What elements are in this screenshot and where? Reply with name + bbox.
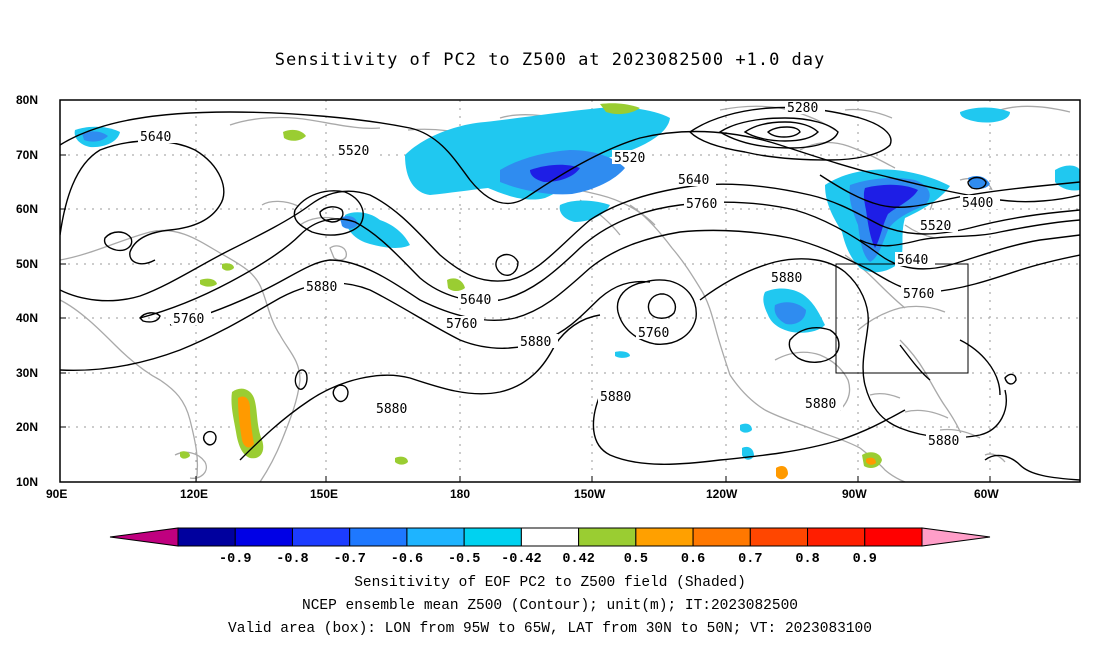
colorbar-label: 0.6 [681,552,705,567]
lon-labels: 90E 120E 150E 180 150W 120W 90W 60W [46,487,999,500]
contour-label: 5760 [173,312,204,327]
colorbar-label: 0.8 [795,552,819,567]
contour-label: 5880 [805,397,836,412]
shade-neg-west-coast [740,423,752,433]
shade-pos-okhotsk [283,129,306,141]
shade-pos-sea2 [222,263,234,271]
colorbar-labels: -0.9 -0.8 -0.7 -0.6 -0.5 -0.42 0.42 0.5 0.6 0.7 0.… [219,552,877,567]
lat-label: 10N [16,475,38,489]
contour-label: 5640 [678,173,709,188]
contour-label: 5520 [920,219,951,234]
colorbar-segment [463,527,522,547]
colorbar-segment [635,527,694,547]
shade-neg-north-pacific [405,107,670,200]
lon-label: 90E [46,487,67,500]
shade-pos-caribbean-core [866,457,876,465]
contour-label: 5760 [903,287,934,302]
colorbar-label: 0.9 [853,552,877,567]
contour-label: 5880 [306,280,337,295]
shade-neg-pacific-dot [615,351,630,358]
plot-title: Sensitivity of PC2 to Z500 at 2023082500… [274,50,826,70]
colorbar-segment [177,527,236,547]
contour-label: 5640 [140,130,171,145]
colorbar-label: 0.7 [738,552,762,567]
contour-label: 5880 [376,402,407,417]
colorbar-segments [109,527,991,547]
colorbar-segment [234,527,293,547]
shade-neg-west-atlantic-core [774,302,806,325]
contour-label: 5880 [771,271,802,286]
lon-label: 120W [706,487,738,500]
caption-line-1: Sensitivity of EOF PC2 to Z500 field (Sh… [354,575,746,591]
lat-label: 60N [16,202,38,216]
colorbar-label: -0.7 [333,552,365,567]
contour-label: 5400 [962,196,993,211]
lat-label: 20N [16,420,38,434]
colorbar-segment [692,527,751,547]
shade-neg-kamchatka [345,212,410,248]
contour-label: 5760 [446,317,477,332]
colorbar-segment [807,527,866,547]
colorbar-label: -0.6 [391,552,423,567]
colorbar-segment [291,527,351,547]
lat-label: 80N [16,93,38,107]
shade-neg-far-east [960,107,1010,123]
caption-line-3: Valid area (box): LON from 95W to 65W, L… [228,621,872,637]
lon-label: 90W [842,487,867,500]
colorbar-label: -0.5 [448,552,480,567]
colorbar-segment [864,527,923,547]
shade-pos-sea4 [180,451,190,459]
colorbar-segment [921,527,991,547]
shade-pos-sea1 [200,278,217,287]
colorbar-segment [578,527,637,547]
lon-label: 180 [450,487,470,500]
lat-label: 40N [16,311,38,325]
colorbar-label: -0.42 [501,552,542,567]
lat-label: 50N [16,257,38,271]
contour-label: 5760 [638,326,669,341]
z500-contours [60,106,1080,481]
shade-neg-bering [559,200,610,222]
lon-label: 150E [310,487,338,500]
colorbar-segment [406,527,465,547]
lat-labels: 80N 70N 60N 50N 40N 30N 20N 10N [16,93,38,489]
shade-neg-alaska-west-core [82,131,108,142]
lon-label: 60W [974,487,999,500]
contour-label: 5520 [614,151,645,166]
contour-labels: 5280 5400 5520 5520 5520 5640 5640 5640 … [138,100,1000,449]
contour-label: 5640 [460,293,491,308]
lat-label: 70N [16,148,38,162]
contour-label: 5880 [928,434,959,449]
map-panel: 5280 5400 5520 5520 5520 5640 5640 5640 … [16,93,1081,500]
contour-label: 5880 [520,335,551,350]
contour-label: 5760 [686,197,717,212]
colorbar-label: 0.5 [624,552,648,567]
map-frame [59,99,1081,483]
map-ticks [60,99,991,483]
colorbar-label: -0.8 [276,552,308,567]
shade-pos-aleutian [447,278,465,291]
contour-label: 5280 [787,101,818,116]
shade-neg-hudson-strong [863,184,918,248]
colorbar: -0.9 -0.8 -0.7 -0.6 -0.5 -0.42 0.42 0.5 0.6 0.7 0.… [109,527,991,567]
shade-neg-north-pacific-strong [530,164,580,182]
colorbar-segment [349,527,408,547]
shade-pos-arctic [600,103,640,115]
shade-pos-sea3 [395,456,408,465]
colorbar-label: 0.42 [562,552,594,567]
lat-label: 30N [16,366,38,380]
lon-label: 120E [180,487,208,500]
shade-pos-pacific-islands-core [238,396,254,448]
colorbar-segment [109,527,179,547]
contour-label: 5520 [338,144,369,159]
contour-label: 5880 [600,390,631,405]
shade-pos-mexico [776,466,788,480]
colorbar-segment [749,527,809,547]
contour-label: 5640 [897,253,928,268]
colorbar-label: -0.9 [219,552,251,567]
colorbar-segment [520,527,580,547]
caption-line-2: NCEP ensemble mean Z500 (Contour); unit(… [302,598,798,614]
lon-label: 150W [574,487,606,500]
shade-neg-far-east-2 [1055,165,1080,191]
